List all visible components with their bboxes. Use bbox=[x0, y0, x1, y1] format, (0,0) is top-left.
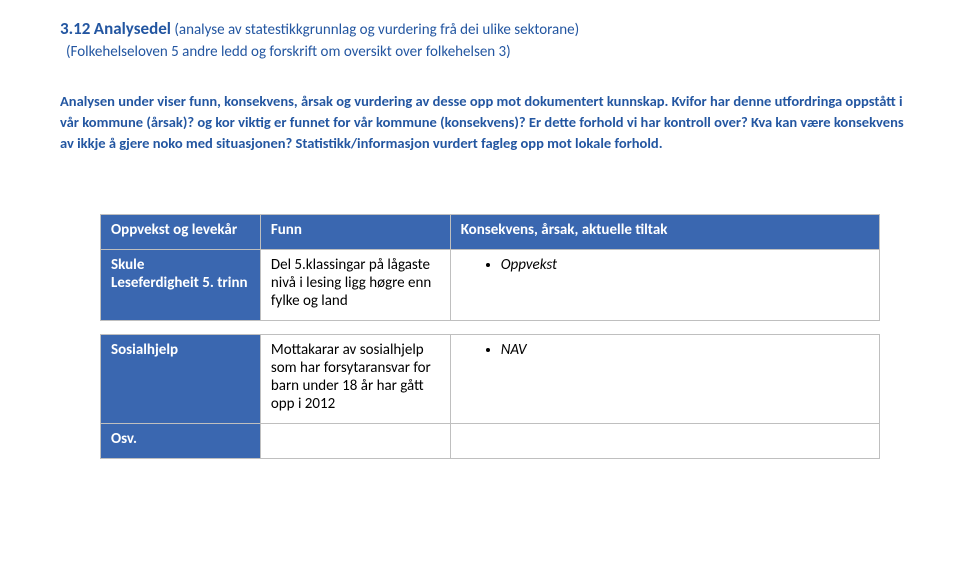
table2-row1-col3: NAV bbox=[450, 334, 879, 423]
table2-row1-col1: Sosialhjelp bbox=[101, 334, 261, 423]
table2-row1-bullet: NAV bbox=[501, 341, 869, 359]
section-subtitle: (analyse av statestikkgrunnlag og vurder… bbox=[174, 21, 579, 39]
table1-header-col2: Funn bbox=[260, 214, 450, 249]
section-title: Analysedel bbox=[94, 18, 171, 39]
table2-row2-col2 bbox=[260, 423, 450, 458]
table1-header-col3: Konsekvens, årsak, aktuelle tiltak bbox=[450, 214, 879, 249]
table-spacer bbox=[101, 320, 880, 334]
table2-row2-col1: Osv. bbox=[101, 423, 261, 458]
table1-row1-col3: Oppvekst bbox=[450, 249, 879, 320]
table2-row1-col2: Mottakarar av sosialhjelp som har forsyt… bbox=[260, 334, 450, 423]
row1-col1-line2: Leseferdigheit 5. trinn bbox=[111, 274, 250, 292]
table2-row2-col3 bbox=[450, 423, 879, 458]
analysis-table-1: Oppvekst og levekår Funn Konsekvens, års… bbox=[100, 214, 880, 459]
section-number: 3.12 bbox=[60, 18, 90, 39]
row1-col1-line1: Skule bbox=[111, 256, 250, 274]
heading-paren-line: (Folkehelseloven 5 andre ledd og forskri… bbox=[66, 43, 910, 61]
table1-header-col1: Oppvekst og levekår bbox=[101, 214, 261, 249]
document-heading: 3.12 Analysedel (analyse av statestikkgr… bbox=[60, 18, 910, 41]
table1-row1-bullet: Oppvekst bbox=[501, 256, 869, 274]
table1-row1-col1: Skule Leseferdigheit 5. trinn bbox=[101, 249, 261, 320]
intro-paragraph: Analysen under viser funn, konsekvens, å… bbox=[60, 91, 910, 154]
table1-row1-col2: Del 5.klassingar på lågaste nivå i lesin… bbox=[260, 249, 450, 320]
